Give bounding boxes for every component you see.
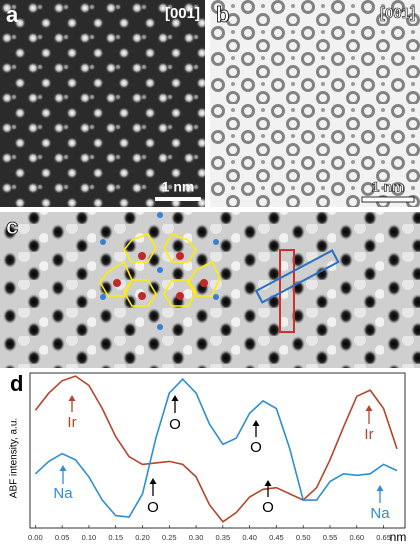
annotation: O bbox=[250, 439, 262, 456]
profile-box-red bbox=[279, 249, 295, 333]
x-tick-label: 0.40 bbox=[242, 533, 257, 542]
x-tick-label: 0.10 bbox=[82, 533, 97, 542]
panel-label: d bbox=[10, 371, 23, 396]
annotation: O bbox=[169, 416, 181, 433]
image-b bbox=[210, 0, 420, 207]
scale-bar bbox=[155, 197, 201, 201]
x-tick-label: 0.35 bbox=[216, 533, 231, 542]
hexagon-overlay bbox=[99, 233, 221, 307]
annotation: Ir bbox=[67, 414, 76, 431]
x-tick-label: 0.45 bbox=[269, 533, 284, 542]
annotation-arrowhead bbox=[264, 480, 272, 486]
x-tick-label: 0.00 bbox=[28, 533, 43, 542]
image-a bbox=[0, 0, 205, 207]
zone-axis: [001] bbox=[380, 5, 415, 22]
ir-sites bbox=[113, 252, 208, 300]
x-axis-label: nm bbox=[390, 530, 407, 544]
scale-bar bbox=[361, 196, 415, 203]
annotation-arrowhead bbox=[59, 465, 67, 471]
annotation-arrowhead bbox=[68, 395, 76, 401]
x-tick-label: 0.05 bbox=[55, 533, 70, 542]
line-series bbox=[34, 378, 398, 518]
annotation: Na bbox=[370, 505, 390, 522]
annotation-arrowhead bbox=[252, 420, 260, 426]
annotation: O bbox=[262, 499, 274, 516]
scale-label: 1 nm bbox=[372, 179, 405, 195]
annotation-arrowhead bbox=[149, 478, 157, 484]
annotation-arrowhead bbox=[171, 395, 179, 401]
x-tick-label: 0.65 bbox=[376, 533, 391, 542]
line-series bbox=[34, 375, 398, 523]
profile-box-blue bbox=[254, 249, 340, 304]
annotation: Ir bbox=[364, 426, 373, 443]
panel-label: c bbox=[6, 214, 18, 239]
image-c bbox=[0, 212, 420, 368]
annotation-arrowhead bbox=[376, 485, 384, 491]
x-tick-label: 0.15 bbox=[108, 533, 123, 542]
x-tick-label: 0.60 bbox=[349, 533, 364, 542]
zone-axis: [001] bbox=[165, 5, 200, 22]
annotation: Na bbox=[53, 485, 73, 502]
plot-frame bbox=[29, 372, 406, 529]
annotation: O bbox=[147, 499, 159, 516]
y-axis-label: ABF intensity, a.u. bbox=[9, 418, 20, 498]
x-tick-label: 0.30 bbox=[189, 533, 204, 542]
x-tick-label: 0.25 bbox=[162, 533, 177, 542]
x-tick-label: 0.20 bbox=[135, 533, 150, 542]
x-tick-label: 0.55 bbox=[323, 533, 338, 542]
panel-label: b bbox=[216, 2, 229, 27]
annotation-arrowhead bbox=[365, 405, 373, 411]
scale-label: 1 nm bbox=[162, 179, 195, 195]
na-sites bbox=[100, 212, 219, 330]
x-tick-label: 0.50 bbox=[296, 533, 311, 542]
panel-label: a bbox=[6, 2, 19, 27]
